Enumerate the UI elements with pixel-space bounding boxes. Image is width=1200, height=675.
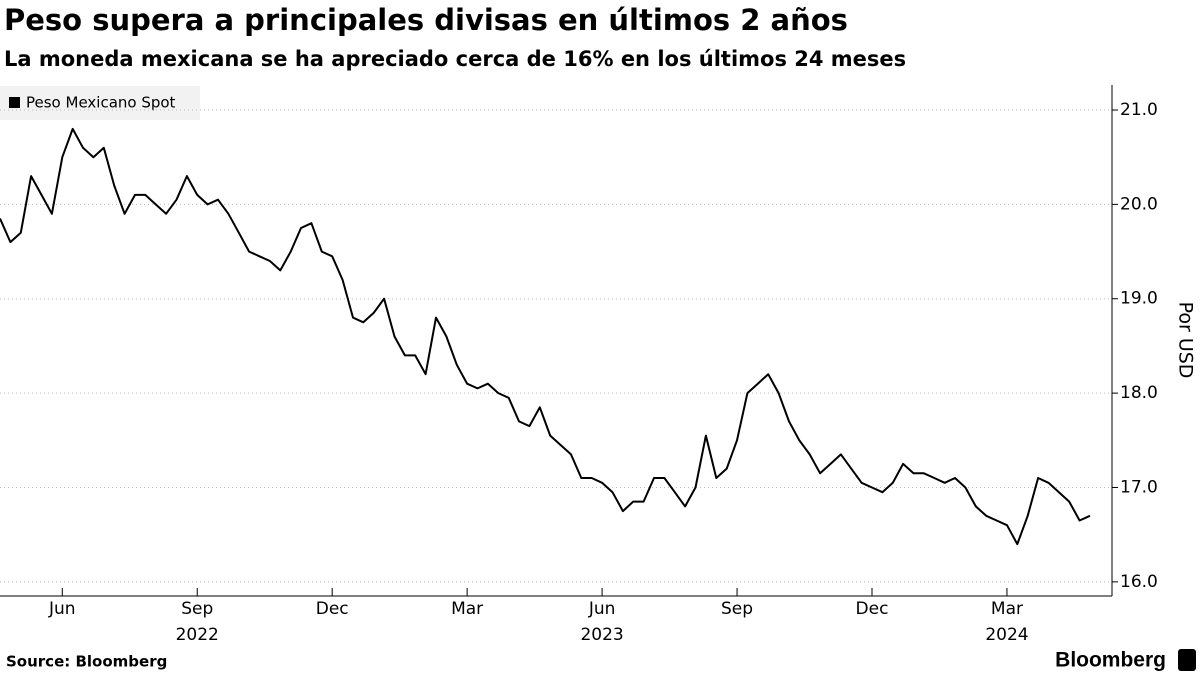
y-tick-label: 19.0 — [1120, 289, 1158, 309]
x-year-label: 2024 — [985, 625, 1028, 645]
chart-subtitle: La moneda mexicana se ha apreciado cerca… — [4, 47, 906, 71]
brand-icon — [1178, 649, 1196, 671]
x-tick-label: Jun — [48, 599, 76, 619]
x-tick-label: Dec — [316, 599, 349, 619]
x-year-label: 2022 — [176, 625, 219, 645]
y-axis-label: Por USD — [1175, 302, 1197, 379]
source: Source: Bloomberg — [6, 653, 167, 671]
chart-title: Peso supera a principales divisas en últ… — [4, 3, 848, 37]
x-tick-label: Jun — [588, 599, 616, 619]
series-line — [0, 127, 1091, 546]
y-tick-label: 17.0 — [1120, 477, 1158, 497]
y-tick-label: 16.0 — [1120, 572, 1158, 592]
legend-box — [0, 86, 200, 120]
x-tick-label: Mar — [991, 599, 1023, 619]
legend-label: Peso Mexicano Spot — [26, 94, 176, 112]
x-tick-label: Sep — [721, 599, 753, 619]
x-tick-label: Mar — [451, 599, 483, 619]
x-tick-label: Dec — [856, 599, 889, 619]
x-year-label: 2023 — [580, 625, 623, 645]
legend-swatch — [9, 97, 20, 108]
y-tick-label: 21.0 — [1120, 100, 1158, 120]
y-tick-label: 20.0 — [1120, 194, 1158, 214]
x-tick-label: Sep — [181, 599, 213, 619]
brand: Bloomberg — [1055, 649, 1166, 672]
y-tick-label: 18.0 — [1120, 383, 1158, 403]
